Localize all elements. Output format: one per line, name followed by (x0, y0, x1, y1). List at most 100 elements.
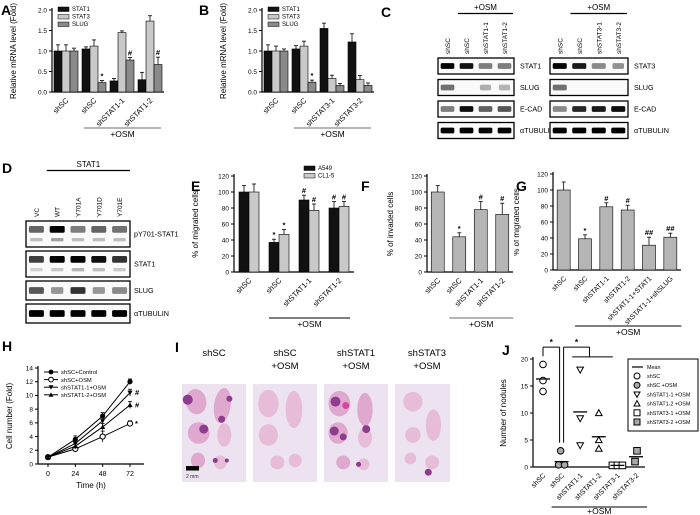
svg-text:*: * (311, 71, 314, 80)
svg-text:SLUG: SLUG (72, 22, 89, 28)
svg-text:STAT1: STAT1 (77, 160, 101, 169)
panel-g-label: G (516, 178, 527, 194)
panel-a-chart: 0.0 0.5 1.0 1.5 2.0 Relative mRNA level (Fold… (0, 0, 205, 152)
svg-text:5: 5 (524, 437, 528, 444)
svg-text:shSC+Control: shSC+Control (61, 370, 97, 376)
svg-text:shSC: shSC (647, 374, 660, 380)
svg-text:*: * (135, 419, 138, 428)
svg-text:0.0: 0.0 (38, 89, 47, 96)
svg-text:E-CAD: E-CAD (520, 105, 542, 114)
svg-text:SLUG: SLUG (282, 22, 299, 28)
svg-text:40: 40 (222, 237, 230, 244)
svg-text:+OSM: +OSM (587, 3, 610, 12)
svg-text:Relative mRNA level (Fold): Relative mRNA level (Fold) (219, 3, 228, 99)
svg-text:*: * (575, 337, 579, 347)
svg-text:Mean: Mean (647, 365, 661, 371)
svg-text:12: 12 (26, 379, 34, 386)
svg-text:1.0: 1.0 (248, 48, 257, 55)
svg-text:40: 40 (541, 235, 549, 242)
panel-b-chart: 0.0 0.5 1.0 1.5 2.0 Relative mRNA level (Fold… (210, 0, 415, 152)
svg-text:10: 10 (521, 410, 529, 417)
svg-text:*: * (283, 221, 286, 230)
svg-text:shSC: shSC (464, 38, 471, 54)
svg-text:20: 20 (541, 251, 549, 258)
panel-i-label: I (175, 339, 179, 355)
svg-text:##: ## (666, 224, 675, 233)
svg-text:#: # (332, 193, 337, 202)
svg-text:#: # (156, 48, 161, 57)
svg-text:shSTAT1: shSTAT1 (337, 348, 375, 359)
svg-text:100: 100 (411, 189, 422, 196)
svg-text:shSTAT3-1: shSTAT3-1 (596, 22, 603, 54)
svg-text:+OSM: +OSM (616, 327, 640, 337)
svg-text:+OSM: +OSM (342, 361, 369, 372)
svg-text:SLUG: SLUG (134, 286, 154, 295)
panel-j-chart: 0 5 10 15 20 Number of nodules shSC shSC shSTAT1… (450, 335, 700, 515)
svg-text:1.0: 1.0 (38, 48, 47, 55)
panel-b-label: B (199, 2, 210, 18)
svg-text:0: 0 (225, 269, 229, 276)
svg-text:#: # (604, 194, 609, 203)
svg-text:100: 100 (218, 189, 229, 196)
svg-text:shSTAT3-2 +OSM: shSTAT3-2 +OSM (647, 420, 691, 426)
svg-text:40: 40 (415, 237, 423, 244)
svg-text:shSTAT1-2+OSM: shSTAT1-2+OSM (61, 393, 106, 399)
svg-text:20: 20 (222, 253, 230, 260)
panel-e-chart: 0 20 40 60 80 100 120 % of migrated cells * * # # # #… (178, 158, 390, 340)
svg-text:αTUBULIN: αTUBULIN (634, 126, 669, 135)
svg-text:+OSM: +OSM (297, 319, 321, 329)
svg-text:0: 0 (544, 267, 548, 274)
svg-text:+OSM: +OSM (320, 129, 344, 139)
svg-text:80: 80 (541, 203, 549, 210)
svg-text:Relative mRNA level (Fold): Relative mRNA level (Fold) (9, 3, 18, 99)
svg-text:STAT1: STAT1 (282, 7, 300, 13)
svg-text:8: 8 (29, 406, 33, 413)
svg-text:αTUBULIN: αTUBULIN (134, 309, 169, 318)
panel-e-label: E (191, 178, 201, 194)
svg-text:shSC: shSC (549, 472, 566, 489)
panel-i-histology: shSC 2 mm shSC +OSM shSTAT1 +OSM shSTAT3 +OSM (160, 332, 459, 515)
svg-text:shSC: shSC (273, 348, 296, 359)
svg-text:shSTAT3-1: shSTAT3-1 (304, 96, 336, 128)
svg-text:48: 48 (99, 471, 107, 478)
panel-a-label: A (1, 2, 12, 18)
svg-text:Y701E: Y701E (117, 197, 124, 217)
svg-text:shSC+OSM: shSC+OSM (61, 378, 92, 384)
svg-text:2 mm: 2 mm (186, 474, 199, 480)
svg-text:A549: A549 (318, 166, 333, 172)
svg-text:% of invaded cells: % of invaded cells (386, 192, 395, 256)
svg-text:shSTAT3-1 +OSM: shSTAT3-1 +OSM (647, 411, 691, 417)
svg-text:shSTAT1-1 +OSM: shSTAT1-1 +OSM (647, 392, 691, 398)
svg-text:4: 4 (29, 434, 33, 441)
svg-text:+OSM: +OSM (271, 361, 298, 372)
panel-c-label: C (381, 4, 392, 20)
svg-text:#: # (312, 195, 317, 204)
panel-f-chart: 0 20 40 60 80 100 120 % of invaded cells * # # shSC… (360, 158, 520, 340)
svg-text:shSTAT1-2: shSTAT1-2 (502, 22, 509, 54)
svg-text:shSC: shSC (423, 276, 443, 296)
svg-text:#: # (128, 49, 133, 58)
svg-text:##: ## (645, 228, 654, 237)
svg-text:1.5: 1.5 (248, 28, 257, 35)
svg-text:*: * (458, 224, 461, 233)
svg-text:#: # (342, 193, 347, 202)
svg-text:shSTAT1-2: shSTAT1-2 (122, 96, 154, 128)
svg-text:SLUG: SLUG (634, 83, 654, 92)
svg-text:#: # (135, 388, 140, 397)
svg-text:60: 60 (222, 221, 230, 228)
svg-text:72: 72 (126, 471, 134, 478)
svg-text:15: 15 (521, 383, 529, 390)
svg-text:60: 60 (415, 221, 423, 228)
svg-text:120: 120 (537, 171, 548, 178)
svg-text:+OSM: +OSM (587, 506, 611, 515)
svg-text:shSC +OSM: shSC +OSM (647, 383, 678, 389)
panel-c-blots: +OSM shSC shSC shSTAT1-1 shSTAT1-2 STAT1 SLUG E… (420, 0, 700, 152)
panel-d-label: D (2, 160, 13, 176)
svg-text:0.5: 0.5 (38, 69, 47, 76)
svg-text:VC: VC (34, 208, 41, 217)
svg-text:shSC: shSC (557, 38, 564, 54)
svg-text:Time (h): Time (h) (76, 481, 106, 490)
svg-text:shSC: shSC (577, 38, 584, 54)
